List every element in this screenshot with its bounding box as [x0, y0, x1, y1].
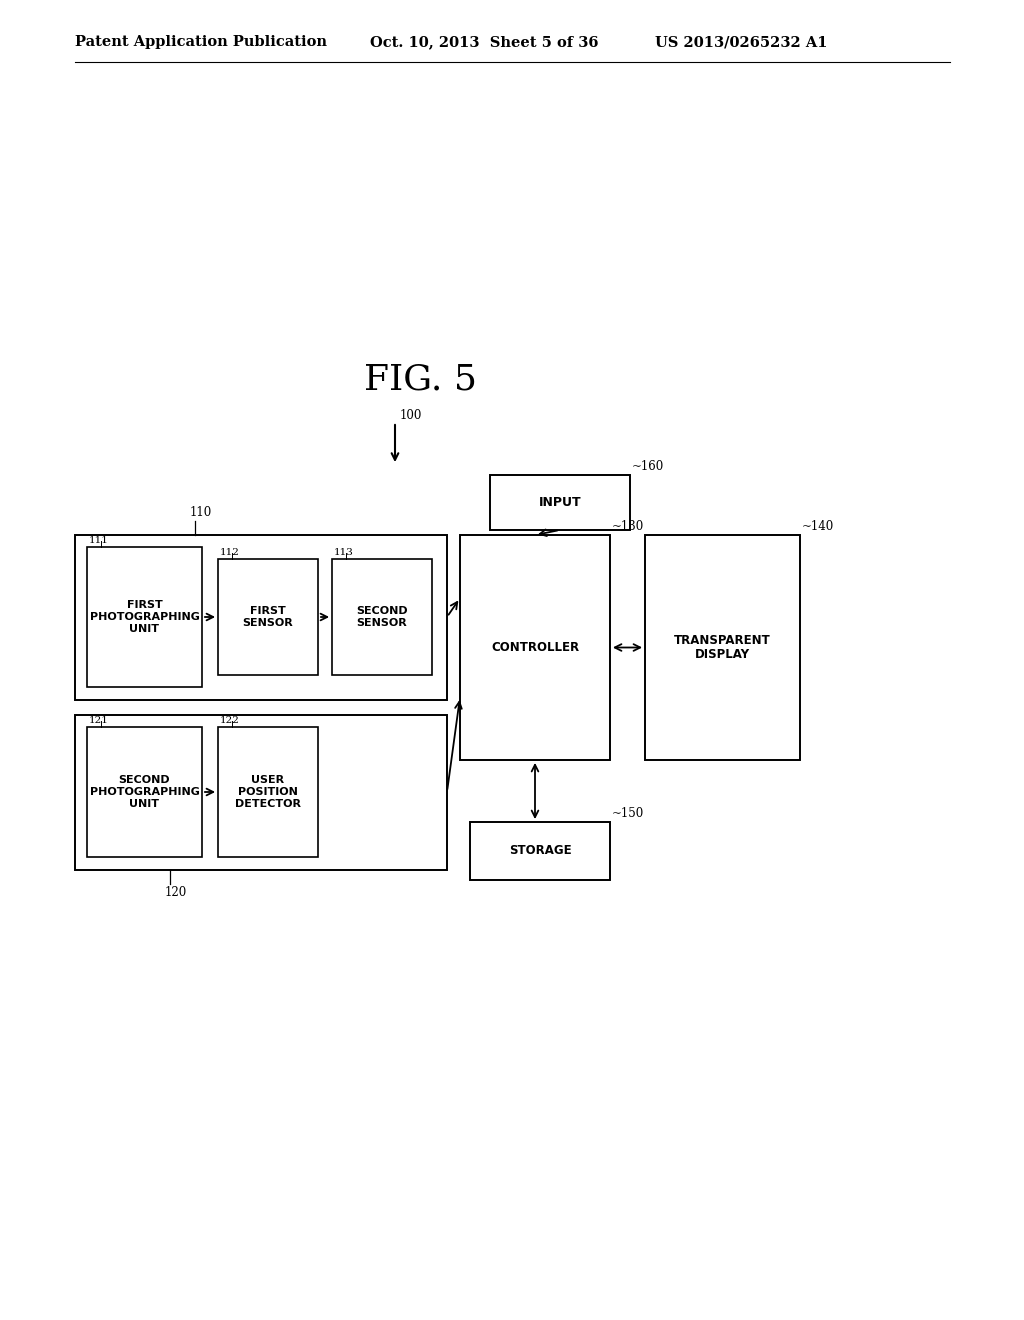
Text: INPUT: INPUT — [539, 496, 582, 510]
Text: 121: 121 — [89, 715, 109, 725]
Text: 100: 100 — [400, 409, 422, 422]
Text: ~160: ~160 — [632, 459, 665, 473]
Text: ~140: ~140 — [802, 520, 835, 533]
Text: 120: 120 — [165, 886, 187, 899]
Text: FIRST
SENSOR: FIRST SENSOR — [243, 606, 293, 628]
Text: 111: 111 — [89, 536, 109, 545]
Text: SECOND
PHOTOGRAPHING
UNIT: SECOND PHOTOGRAPHING UNIT — [89, 775, 200, 809]
Bar — [460, 535, 610, 760]
Bar — [75, 535, 447, 700]
Text: ~130: ~130 — [612, 520, 644, 533]
Text: STORAGE: STORAGE — [509, 845, 571, 858]
Bar — [218, 558, 318, 675]
Text: SECOND
SENSOR: SECOND SENSOR — [356, 606, 408, 628]
Bar — [470, 822, 610, 880]
Bar — [87, 546, 202, 686]
Bar — [332, 558, 432, 675]
Text: Patent Application Publication: Patent Application Publication — [75, 36, 327, 49]
Text: 112: 112 — [220, 548, 240, 557]
Text: US 2013/0265232 A1: US 2013/0265232 A1 — [655, 36, 827, 49]
Text: CONTROLLER: CONTROLLER — [490, 642, 579, 653]
Bar — [490, 475, 630, 531]
Text: 113: 113 — [334, 548, 354, 557]
Text: ~150: ~150 — [612, 807, 644, 820]
Text: 110: 110 — [190, 507, 212, 520]
Bar — [87, 727, 202, 857]
Text: TRANSPARENT
DISPLAY: TRANSPARENT DISPLAY — [674, 634, 771, 661]
Text: USER
POSITION
DETECTOR: USER POSITION DETECTOR — [234, 775, 301, 809]
Text: FIG. 5: FIG. 5 — [364, 363, 476, 397]
Bar — [218, 727, 318, 857]
Bar — [645, 535, 800, 760]
Text: FIRST
PHOTOGRAPHING
UNIT: FIRST PHOTOGRAPHING UNIT — [89, 601, 200, 634]
Bar — [75, 715, 447, 870]
Text: Oct. 10, 2013  Sheet 5 of 36: Oct. 10, 2013 Sheet 5 of 36 — [370, 36, 598, 49]
Text: 122: 122 — [220, 715, 240, 725]
